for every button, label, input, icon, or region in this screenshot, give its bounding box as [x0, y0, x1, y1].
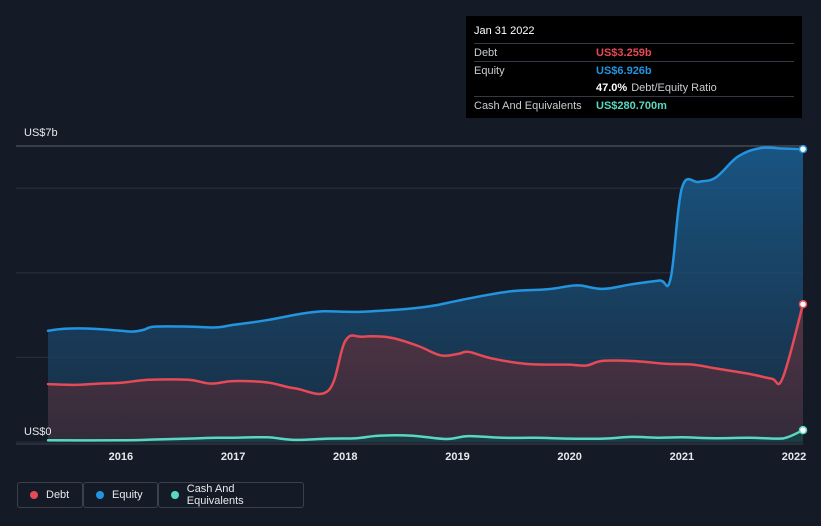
line-equity [46, 146, 805, 333]
tooltip-ratio-label: Debt/Equity Ratio [631, 81, 717, 94]
legend-item-equity[interactable]: Equity [83, 482, 158, 508]
tooltip-row-ratio: 47.0% Debt/Equity Ratio [474, 79, 794, 96]
x-tick-label-2018: 2018 [333, 451, 357, 463]
endpoint-equity [798, 144, 808, 154]
tooltip-row-debt: Debt US$3.259b [474, 43, 794, 61]
tooltip-date: Jan 31 2022 [474, 25, 535, 37]
tooltip-equity-value: US$6.926b [596, 64, 652, 77]
legend-dot-cash-icon [171, 491, 179, 499]
tooltip-equity-label: Equity [474, 64, 505, 77]
line-cash-and-equivalents [46, 428, 805, 442]
chart-lines [46, 146, 805, 442]
x-tick-label-2017: 2017 [221, 451, 245, 463]
x-tick-label-2016: 2016 [109, 451, 133, 463]
chart-legend: Debt Equity Cash And Equivalents [17, 482, 304, 510]
tooltip-row-cash: Cash And Equivalents US$280.700m [474, 96, 794, 114]
y-axis-bottom-label: US$0 [24, 426, 52, 438]
line-debt [46, 302, 805, 396]
legend-label-equity: Equity [112, 489, 143, 501]
legend-item-cash[interactable]: Cash And Equivalents [158, 482, 304, 508]
x-tick-label-2021: 2021 [670, 451, 694, 463]
legend-label-cash: Cash And Equivalents [186, 483, 244, 507]
legend-dot-equity-icon [96, 491, 104, 499]
y-axis-top-label: US$7b [24, 127, 58, 139]
area-debt [48, 304, 803, 442]
legend-item-debt[interactable]: Debt [17, 482, 83, 508]
x-tick-label-2022: 2022 [782, 451, 806, 463]
tooltip-cash-value: US$280.700m [596, 99, 667, 112]
chart-areas [48, 147, 803, 442]
tooltip-ratio-value: 47.0% [596, 81, 628, 94]
legend-dot-debt-icon [30, 491, 38, 499]
chart-tooltip: Jan 31 2022 Debt US$3.259b Equity US$6.9… [466, 16, 802, 118]
endpoint-cash-and-equivalents [798, 425, 808, 435]
series-endpoint-markers [798, 144, 808, 435]
tooltip-debt-value: US$3.259b [596, 46, 652, 59]
x-axis-ticks: 2016 2017 2018 2019 2020 2021 2022 [109, 451, 807, 463]
tooltip-cash-label: Cash And Equivalents [474, 99, 582, 112]
tooltip-row-equity: Equity US$6.926b [474, 61, 794, 79]
x-tick-label-2019: 2019 [445, 451, 469, 463]
endpoint-debt [798, 299, 808, 309]
x-tick-label-2020: 2020 [557, 451, 581, 463]
tooltip-debt-label: Debt [474, 46, 498, 59]
legend-label-debt: Debt [46, 489, 70, 501]
